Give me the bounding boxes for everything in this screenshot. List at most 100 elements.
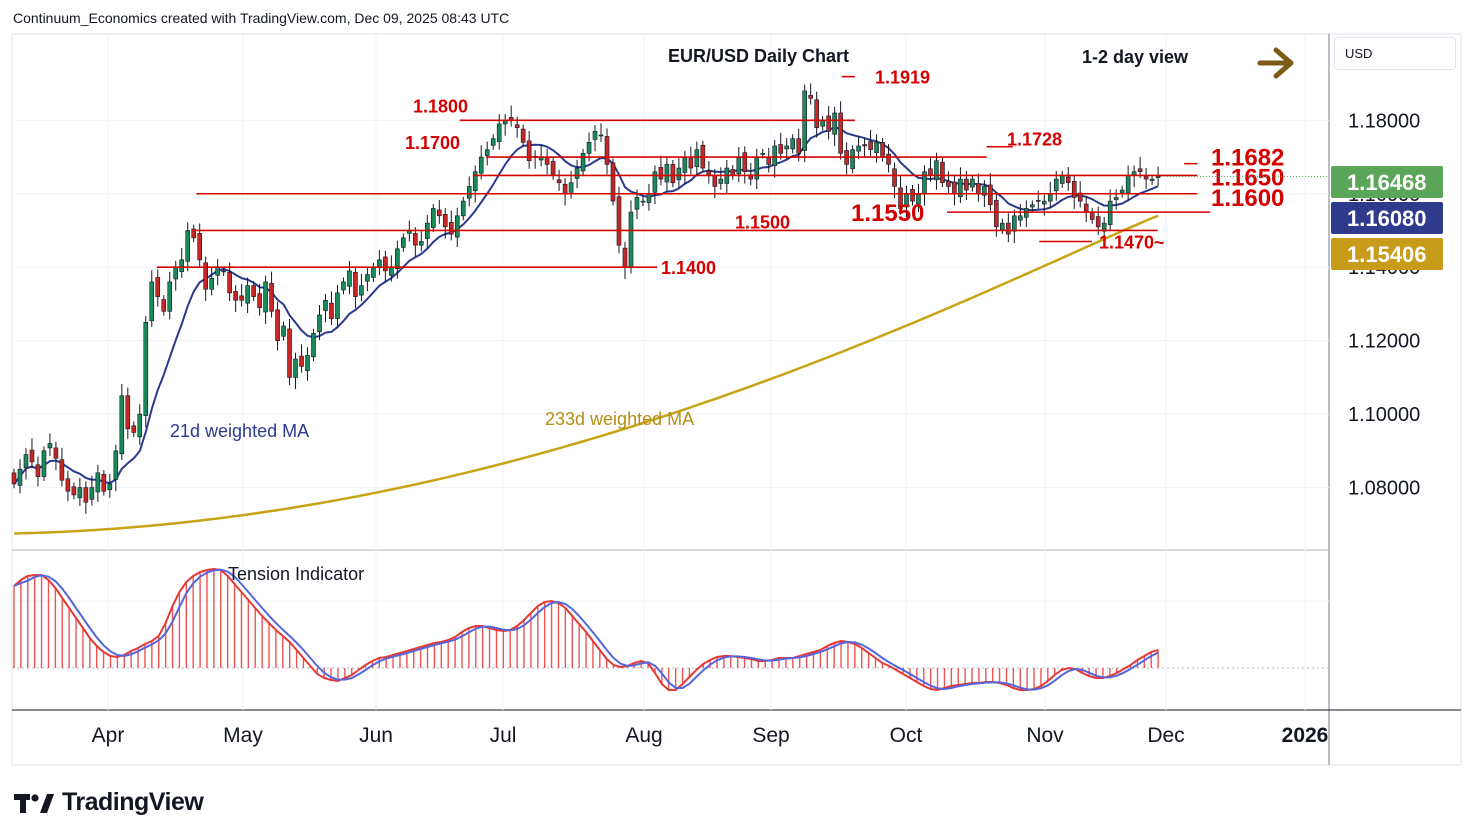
candle-body <box>395 248 400 269</box>
candle-body <box>952 181 957 195</box>
candle-body <box>586 142 592 154</box>
candle-body <box>35 464 41 477</box>
candle-body <box>592 131 598 140</box>
candle-body <box>167 281 173 312</box>
candle-body <box>628 211 634 268</box>
candle-body <box>436 209 442 217</box>
level-label: 1.1470~ <box>1099 233 1165 253</box>
time-tick-label: Apr <box>92 724 125 747</box>
candle-body <box>520 128 526 143</box>
candle-body <box>305 355 310 372</box>
candle-body <box>155 277 161 297</box>
candle-body <box>838 112 843 154</box>
candles <box>11 83 1161 515</box>
candle-body <box>682 156 688 173</box>
candle-body <box>1041 200 1047 205</box>
candle-body <box>1083 203 1089 213</box>
candle-body <box>910 189 915 202</box>
candle-body <box>478 156 484 174</box>
candle-body <box>377 259 382 268</box>
candle-body <box>448 222 454 235</box>
candle-body <box>676 167 682 181</box>
price-tick-label: 1.12000 <box>1348 331 1420 353</box>
candle-body <box>1089 211 1095 220</box>
candle-body <box>281 325 286 337</box>
tradingview-logo[interactable]: TradingView <box>14 788 204 817</box>
price-tick-label: 1.10000 <box>1348 404 1420 426</box>
candle-body <box>335 292 340 319</box>
candle-body <box>323 299 328 311</box>
candle-body <box>634 197 640 210</box>
level-label: 1.1919 <box>875 68 930 88</box>
candle-body <box>550 161 556 176</box>
time-tick-label: 2026 <box>1282 724 1329 747</box>
candle-body <box>293 358 298 378</box>
chart-title: EUR/USD Daily Chart <box>668 46 849 66</box>
candle-body <box>299 355 304 367</box>
candle-body <box>11 472 17 485</box>
candle-body <box>994 200 999 228</box>
candle-body <box>670 164 676 184</box>
candle-body <box>341 281 346 291</box>
candle-body <box>365 274 370 282</box>
candle-body <box>736 156 742 175</box>
level-label: 1.1400 <box>661 258 716 278</box>
candle-body <box>940 161 945 184</box>
candle-body <box>53 447 59 459</box>
candle-body <box>1137 168 1143 173</box>
candle-body <box>874 142 879 153</box>
price-label: 1.16468 <box>1347 170 1427 195</box>
candle-body <box>880 142 885 158</box>
candle-body <box>946 180 951 187</box>
candle-body <box>1125 175 1131 194</box>
candle-body <box>1035 200 1041 202</box>
candle-body <box>1155 176 1161 178</box>
time-tick-label: Oct <box>890 724 923 747</box>
candle-body <box>820 120 825 127</box>
candle-body <box>526 140 532 162</box>
price-label: 1.15406 <box>1347 242 1427 267</box>
candle-body <box>544 156 550 165</box>
candle-body <box>185 230 191 262</box>
candle-body <box>1030 204 1035 208</box>
candle-body <box>622 247 628 268</box>
candle-body <box>976 183 981 195</box>
price-tick-label: 1.08000 <box>1348 478 1420 500</box>
time-tick-label: Nov <box>1026 724 1064 747</box>
candle-body <box>107 483 113 491</box>
candle-body <box>460 200 466 217</box>
price-label-bg <box>1331 166 1443 198</box>
candle-body <box>275 309 280 341</box>
time-tick-label: Jun <box>359 724 393 747</box>
chart-subtitle: 1-2 day view <box>1082 47 1189 67</box>
candle-body <box>251 285 256 297</box>
candle-body <box>742 152 748 173</box>
candle-body <box>1000 222 1005 231</box>
candle-body <box>580 153 586 172</box>
candle-body <box>1119 189 1125 194</box>
candle-body <box>982 186 987 196</box>
candle-body <box>760 153 766 155</box>
time-tick-label: Jul <box>490 724 517 747</box>
tension-indicator <box>12 567 1329 692</box>
candle-body <box>598 134 604 137</box>
candle-body <box>832 112 837 135</box>
candle-body <box>371 266 376 278</box>
candle-body <box>119 395 125 455</box>
level-label: 1.1700 <box>405 133 460 153</box>
price-pane-border <box>11 33 1462 766</box>
candle-body <box>131 425 137 433</box>
candle-body <box>143 321 149 416</box>
time-tick-label: May <box>223 724 263 747</box>
candle-body <box>778 144 784 154</box>
candle-body <box>215 266 220 276</box>
candle-body <box>317 314 322 333</box>
candle-body <box>616 196 622 246</box>
candle-body <box>95 472 101 493</box>
candle-body <box>958 178 963 197</box>
arrow-right-icon <box>1257 47 1294 79</box>
candle-body <box>353 272 358 297</box>
candle-body <box>688 158 694 169</box>
currency-selector[interactable]: USD <box>1334 37 1456 70</box>
